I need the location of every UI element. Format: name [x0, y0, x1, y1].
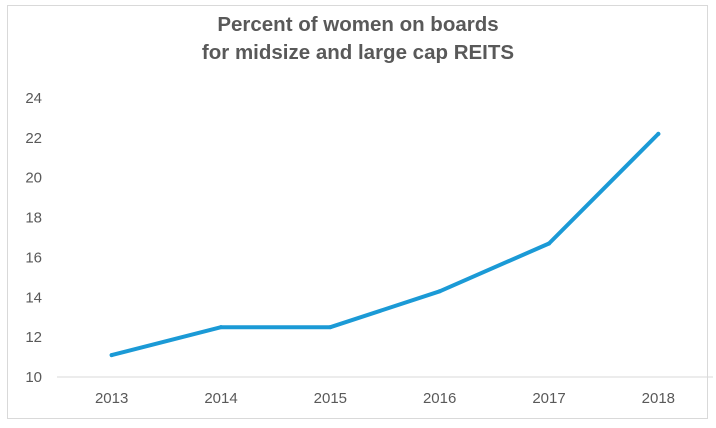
y-tick-label-24: 24	[25, 90, 42, 107]
data-point-2014	[219, 325, 223, 330]
data-point-2017	[547, 241, 551, 246]
y-tick-label-10: 10	[25, 369, 42, 386]
data-point-2015	[328, 325, 333, 330]
chart-title: Percent of women on boards for midsize a…	[0, 11, 716, 67]
y-tick-label-20: 20	[25, 170, 42, 187]
x-axis-ticks: 2013 2014 2015 2016 2017 2018	[95, 390, 675, 407]
x-tick-label-2016: 2016	[423, 390, 456, 407]
chart-title-line-2: for midsize and large cap REITS	[201, 41, 515, 64]
data-point-2013	[109, 353, 114, 358]
x-tick-label-2015: 2015	[314, 390, 347, 407]
x-tick-label-2014: 2014	[204, 390, 237, 407]
y-axis-ticks: 10 12 14 16 18 20 22 24	[25, 90, 42, 386]
y-tick-label-18: 18	[25, 210, 42, 227]
data-point-2018	[656, 131, 661, 136]
x-tick-label-2018: 2018	[642, 390, 675, 407]
y-tick-label-14: 14	[25, 289, 42, 306]
chart-title-line-1: Percent of women on boards	[217, 13, 499, 36]
x-tick-label-2017: 2017	[532, 390, 565, 407]
y-tick-label-12: 12	[25, 329, 42, 346]
y-tick-label-22: 22	[25, 130, 42, 147]
series-line-women-on-boards	[109, 131, 661, 358]
x-tick-label-2013: 2013	[95, 390, 128, 407]
data-point-2016	[437, 289, 442, 294]
y-tick-label-16: 16	[25, 249, 42, 266]
data-points	[109, 131, 661, 358]
